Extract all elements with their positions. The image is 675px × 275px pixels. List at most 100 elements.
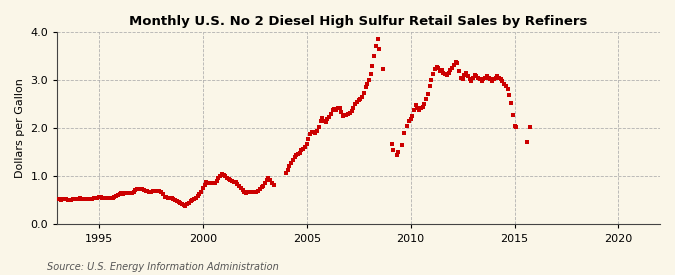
Point [208, 180, 219, 185]
Point [373, 37, 383, 41]
Point [107, 195, 118, 200]
Point [500, 84, 511, 88]
Point [125, 191, 136, 195]
Point [497, 79, 508, 83]
Point [161, 195, 171, 199]
Point [218, 173, 229, 177]
Point [221, 176, 232, 180]
Point [126, 191, 137, 195]
Point [119, 191, 130, 195]
Point [178, 203, 189, 207]
Point [341, 112, 352, 117]
Point [448, 62, 459, 67]
Point [472, 75, 483, 80]
Point [205, 181, 215, 185]
Point [116, 191, 127, 195]
Point [424, 84, 435, 88]
Point [196, 189, 207, 194]
Point [431, 64, 442, 69]
Point [408, 108, 419, 112]
Point [392, 152, 402, 157]
Point [412, 106, 423, 110]
Point [64, 198, 75, 202]
Point [483, 75, 494, 80]
Point [460, 71, 471, 75]
Point [99, 195, 109, 200]
Point [469, 73, 480, 78]
Point [260, 180, 271, 185]
Point [59, 197, 70, 201]
Point [173, 200, 184, 205]
Point [506, 101, 516, 105]
Point [348, 106, 359, 110]
Point [386, 141, 397, 146]
Point [132, 187, 142, 191]
Point [471, 74, 482, 78]
Point [509, 123, 520, 128]
Point [114, 192, 125, 196]
Point [71, 197, 82, 201]
Point [322, 116, 333, 121]
Point [329, 107, 340, 111]
Point [336, 110, 347, 114]
Point [440, 72, 451, 76]
Point [488, 77, 499, 81]
Point [166, 196, 177, 201]
Point [481, 74, 492, 78]
Point [405, 116, 416, 121]
Point [93, 195, 104, 199]
Point [256, 185, 267, 189]
Point [249, 189, 260, 194]
Point [308, 130, 319, 134]
Point [225, 177, 236, 182]
Point [149, 189, 160, 193]
Point [355, 97, 366, 101]
Point [227, 178, 238, 183]
Point [480, 75, 491, 80]
Point [194, 191, 205, 196]
Point [206, 180, 217, 185]
Point [153, 189, 163, 193]
Point [421, 97, 431, 101]
Point [61, 197, 72, 202]
Text: Source: U.S. Energy Information Administration: Source: U.S. Energy Information Administ… [47, 262, 279, 272]
Point [441, 73, 452, 78]
Point [184, 201, 194, 205]
Point [117, 191, 128, 196]
Point [211, 179, 222, 183]
Point [521, 139, 532, 144]
Point [298, 147, 308, 151]
Point [236, 186, 246, 191]
Point [319, 119, 329, 123]
Point [101, 195, 111, 200]
Point [267, 181, 277, 185]
Point [70, 197, 80, 202]
Point [289, 155, 300, 159]
Point [495, 77, 506, 81]
Point [487, 79, 497, 83]
Point [419, 102, 430, 106]
Point [476, 79, 487, 83]
Point [138, 188, 149, 192]
Point [454, 69, 464, 74]
Point [414, 108, 425, 112]
Point [362, 82, 373, 86]
Point [234, 184, 244, 188]
Point [490, 75, 501, 80]
Point [462, 74, 473, 78]
Point [188, 197, 199, 201]
Point [269, 183, 279, 187]
Point [97, 195, 107, 200]
Point [175, 201, 186, 205]
Point [57, 197, 68, 202]
Point [68, 197, 78, 202]
Point [81, 197, 92, 202]
Point [315, 119, 326, 123]
Point [265, 178, 275, 182]
Point [252, 189, 263, 193]
Point [123, 191, 134, 195]
Point [327, 108, 338, 112]
Y-axis label: Dollars per Gallon: Dollars per Gallon [15, 78, 25, 178]
Point [407, 114, 418, 118]
Point [154, 189, 165, 193]
